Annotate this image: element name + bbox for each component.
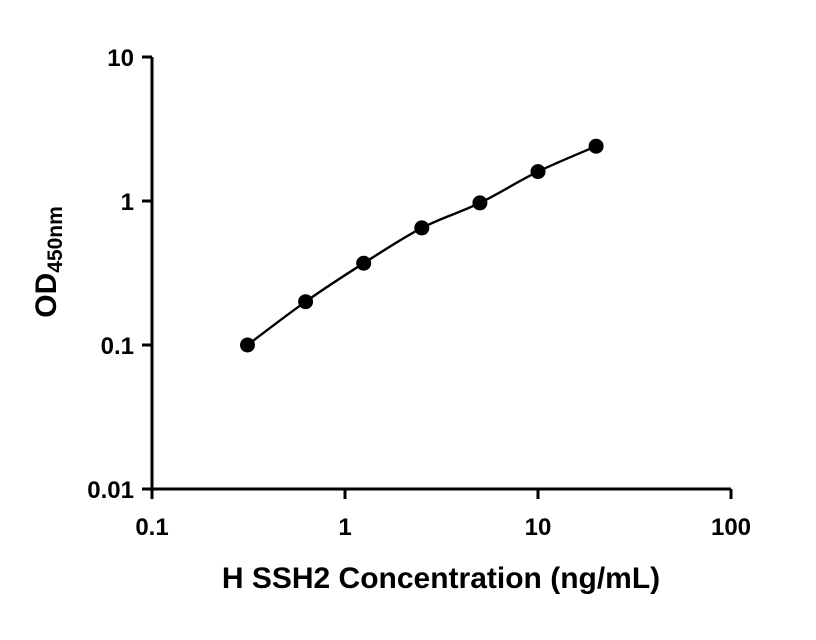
data-point xyxy=(356,255,372,271)
data-point xyxy=(530,164,546,180)
y-tick-label: 1 xyxy=(121,189,134,216)
y-axis-title-main: OD xyxy=(30,273,63,318)
axis-lines xyxy=(150,57,731,491)
y-axis-title-sub: 450nm xyxy=(44,206,67,273)
y-tick-label: 0.1 xyxy=(101,333,134,360)
x-tick-label: 10 xyxy=(525,514,552,541)
y-tick-label: 0.01 xyxy=(87,477,134,504)
data-point xyxy=(298,294,314,310)
y-axis-title: OD450nm xyxy=(30,206,67,318)
data-point xyxy=(588,138,604,154)
data-point xyxy=(472,195,488,211)
x-tick-label: 0.1 xyxy=(135,514,168,541)
y-tick-label: 10 xyxy=(107,45,134,72)
data-point xyxy=(414,220,430,236)
x-axis-title: H SSH2 Concentration (ng/mL) xyxy=(222,562,660,595)
x-tick-label: 1 xyxy=(338,514,351,541)
data-point xyxy=(240,337,255,353)
x-tick-label: 100 xyxy=(711,514,751,541)
